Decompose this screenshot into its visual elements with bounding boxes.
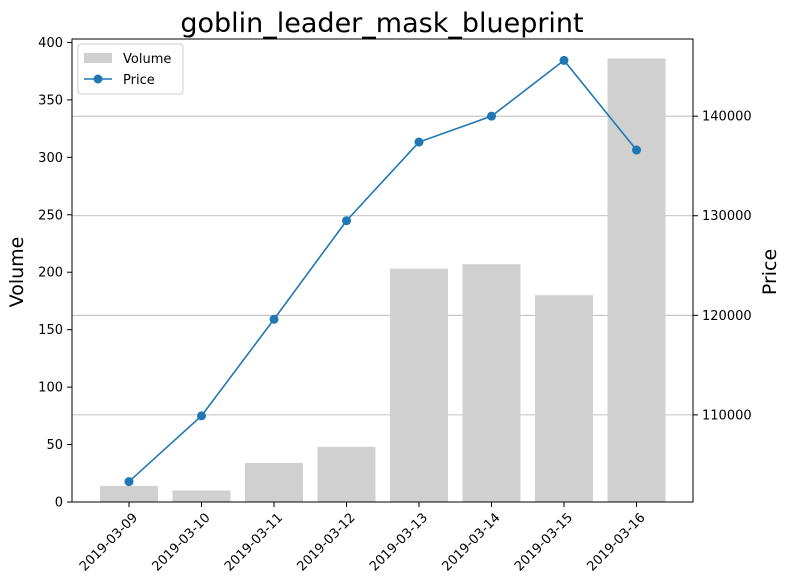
volume-bar-7 [607,58,666,503]
x-tick-label-6: 2019-03-15 [512,510,576,574]
chart-title: goblin_leader_mask_blueprint [180,8,583,39]
y-left-axis-label: Volume [6,237,28,308]
legend-volume-label: Volume [123,52,171,67]
grid-lines [72,115,693,416]
volume-bars [100,58,666,503]
y-right-tick-label-1: 120000 [702,309,752,324]
price-point-4 [414,137,424,147]
y-right-axis-label: Price [759,249,781,295]
plot-frame [71,38,694,503]
x-tick-label-1: 2019-03-10 [150,510,214,574]
x-tick-label-2: 2019-03-11 [222,510,286,574]
volume-bar-1 [172,490,231,502]
price-line [124,55,641,487]
legend: Volume Price [77,43,184,95]
y-right-tick-labels: 110000 120000 130000 140000 [693,110,752,423]
legend-price-label: Price [123,73,155,88]
price-point-6 [559,55,569,65]
legend-volume-swatch [84,53,112,63]
x-tick-label-7: 2019-03-16 [585,510,649,574]
axes [71,38,694,503]
y-right-tick-label-2: 130000 [702,209,752,224]
y-left-tick-label-0: 0 [55,496,63,511]
price-point-1 [197,411,206,421]
price-point-5 [487,111,496,121]
y-left-tick-label-8: 400 [38,36,63,51]
y-left-tick-label-7: 350 [38,93,63,108]
y-left-tick-label-3: 150 [38,323,63,338]
price-point-3 [342,216,351,226]
y-right-tick-label-3: 140000 [702,110,752,125]
price-point-0 [124,477,134,487]
y-right-tick-label-0: 110000 [702,408,752,423]
volume-bar-2 [245,462,303,502]
x-tick-labels: 2019-03-09 2019-03-10 2019-03-11 2019-03-12… [77,502,649,574]
price-point-2 [269,314,279,324]
x-tick-label-3: 2019-03-12 [295,510,359,574]
volume-bar-5 [462,264,521,502]
y-left-tick-label-2: 100 [38,381,63,396]
volume-bar-4 [390,268,448,502]
price-line-path [128,59,638,483]
x-tick-label-0: 2019-03-09 [77,510,141,574]
x-tick-label-5: 2019-03-14 [440,510,504,574]
y-left-tick-label-6: 300 [38,151,63,166]
volume-bar-0 [100,485,158,502]
volume-bar-6 [535,295,593,502]
price-point-7 [632,145,641,155]
volume-bar-3 [317,446,376,502]
x-tick-label-4: 2019-03-13 [367,510,431,574]
legend-price-marker [93,74,103,84]
y-left-tick-labels: 0 50 100 150 200 250 300 350 400 [38,36,72,511]
y-left-tick-label-5: 250 [38,208,63,223]
y-left-tick-label-4: 200 [38,266,63,281]
y-left-tick-label-1: 50 [46,438,63,453]
